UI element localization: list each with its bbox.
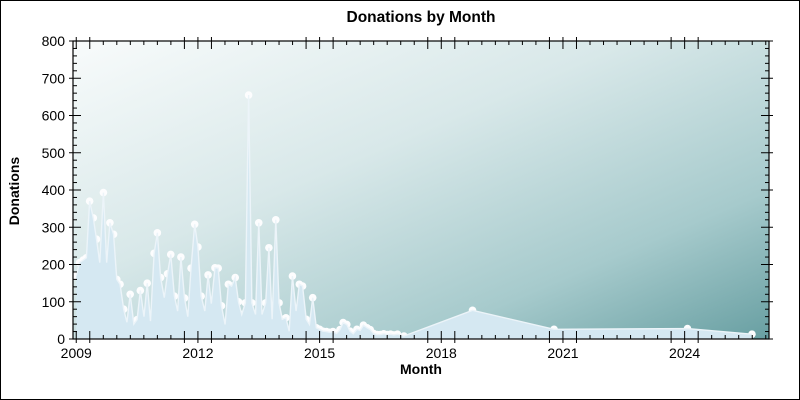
plot-frame xyxy=(72,40,770,340)
x-tick-label: 2015 xyxy=(304,345,335,361)
x-tick-label: 2021 xyxy=(547,345,578,361)
y-tick-label: 0 xyxy=(57,331,65,347)
area-outline xyxy=(75,94,753,337)
x-tick-label: 2012 xyxy=(182,345,213,361)
x-tick-label: 2024 xyxy=(669,345,700,361)
y-tick-label: 500 xyxy=(42,145,66,161)
y-tick-label: 200 xyxy=(42,257,66,273)
y-tick-label: 600 xyxy=(42,108,66,124)
y-tick-label: 300 xyxy=(42,219,66,235)
y-tick-label: 800 xyxy=(42,33,66,49)
x-tick-label: 2009 xyxy=(61,345,92,361)
chart-title: Donations by Month xyxy=(346,9,496,26)
x-tick-label: 2018 xyxy=(426,345,457,361)
y-tick-label: 400 xyxy=(42,182,66,198)
y-tick-label: 100 xyxy=(42,294,66,310)
x-axis-title: Month xyxy=(400,361,442,377)
y-tick-label: 700 xyxy=(42,70,66,86)
